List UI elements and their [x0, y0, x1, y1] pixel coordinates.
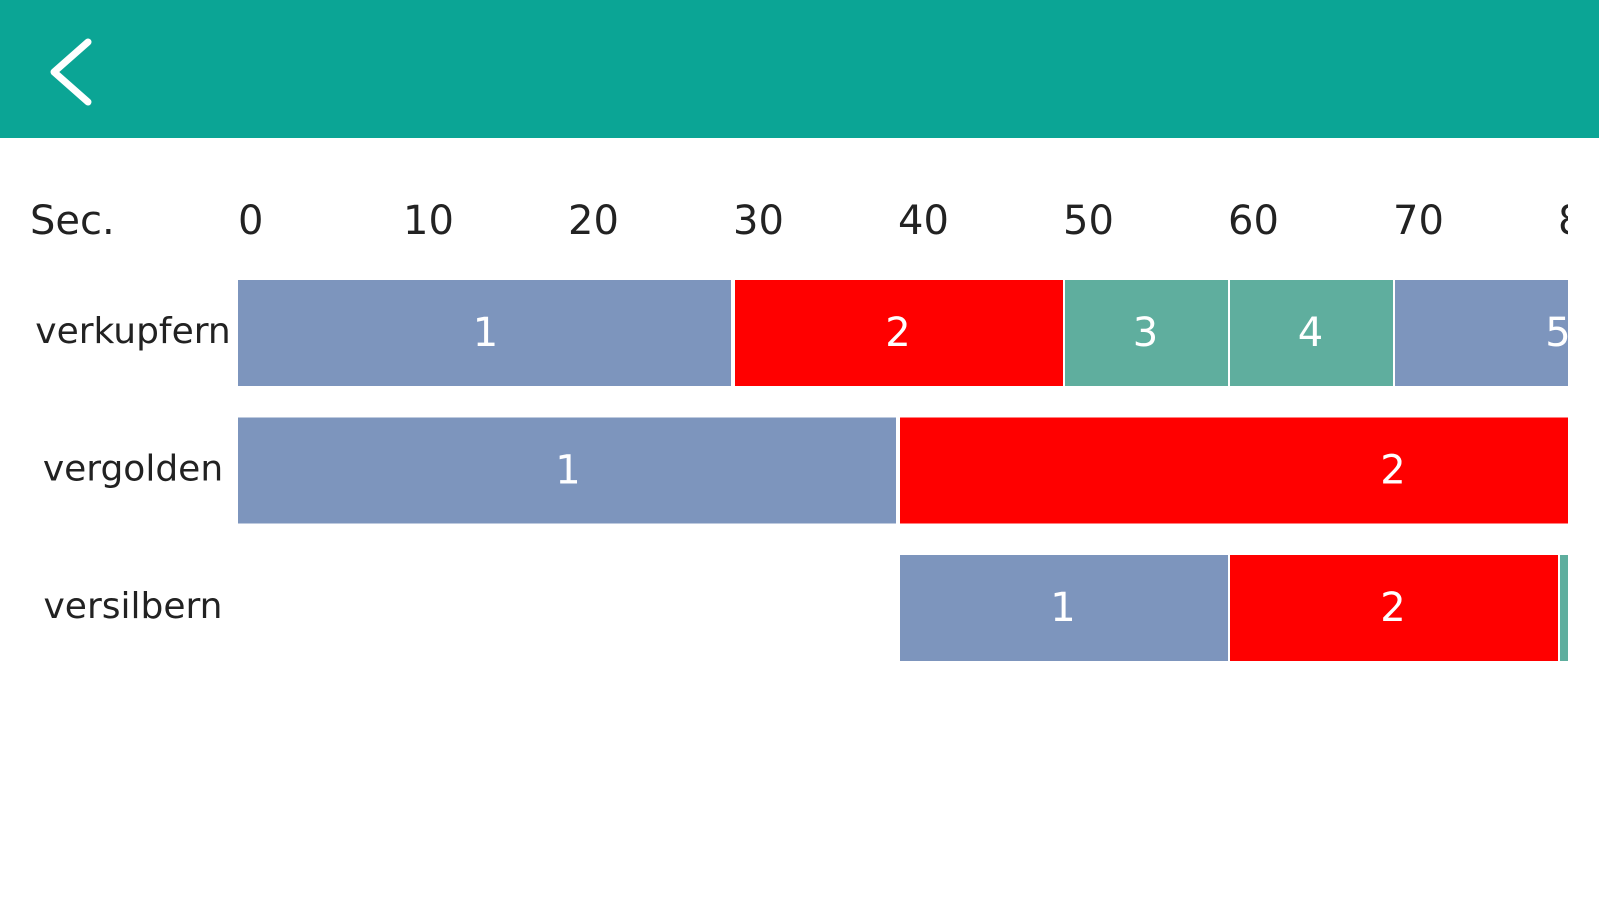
tick-label: 20: [568, 198, 619, 244]
tick-label: 50: [1063, 198, 1114, 244]
timeline-chart: Sec. 0 10 20 30 40 50 60 70 80 verkupfern 1 2 3 4 5 verg…: [30, 198, 1599, 661]
segment-label: 1: [555, 448, 580, 494]
segment-label: 2: [1380, 585, 1405, 631]
segment-bar: [1230, 280, 1393, 386]
row-label: vergolden: [43, 449, 223, 490]
segment-label: 3: [1133, 310, 1158, 356]
segment-bar: [1395, 280, 1568, 386]
tick-label: 30: [733, 198, 784, 244]
segment-bar: [900, 555, 1228, 661]
segment-label: 4: [1298, 310, 1323, 356]
tick-label: 40: [898, 198, 949, 244]
segment-bar: [238, 280, 731, 386]
row-label: versilbern: [44, 586, 223, 627]
segment-bar: [238, 417, 896, 524]
tick-label: 80: [1558, 198, 1599, 244]
tick-label: 70: [1393, 198, 1444, 244]
segment-label: 2: [1380, 448, 1405, 494]
axis-label: Sec.: [30, 198, 115, 244]
tick-label: 0: [238, 198, 263, 244]
segment-bar: [1230, 555, 1558, 661]
segment-bar: [900, 417, 1568, 524]
segment-label: 2: [885, 310, 910, 356]
segment-bar: [1065, 280, 1228, 386]
tick-label: 60: [1228, 198, 1279, 244]
row-label: verkupfern: [35, 311, 230, 352]
app-header: [0, 0, 1599, 138]
back-button[interactable]: [44, 36, 100, 108]
segment-label: 1: [1050, 585, 1075, 631]
segment-label: 1: [473, 310, 498, 356]
segment-bar: [735, 280, 1063, 386]
tick-label: 10: [403, 198, 454, 244]
segment-label: 5: [1545, 310, 1570, 356]
segment-bar: [1560, 555, 1568, 661]
